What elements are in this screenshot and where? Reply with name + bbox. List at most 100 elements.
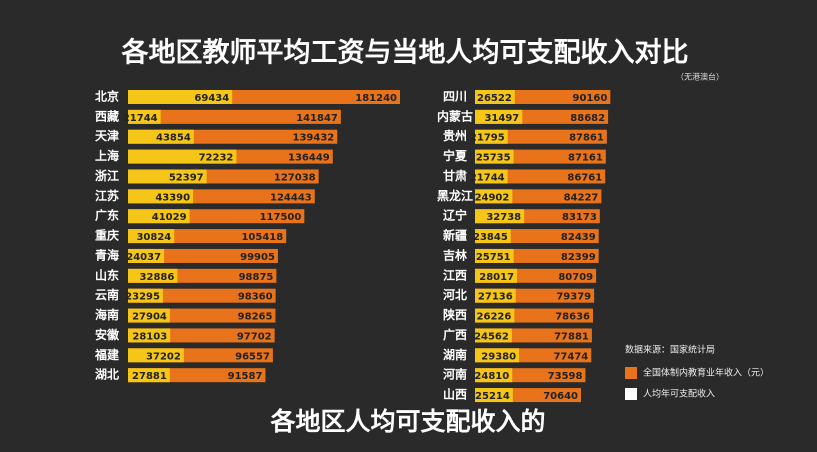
value-label: 25751 <box>476 252 511 263</box>
value-label: 82439 <box>561 232 596 243</box>
bar <box>128 368 170 383</box>
value-label: 43854 <box>156 133 191 144</box>
value-label: 87861 <box>569 133 604 144</box>
category-label: 西藏 <box>95 108 119 123</box>
value-label: 24037 <box>126 252 161 263</box>
bar <box>128 328 171 343</box>
category-label: 贵州 <box>443 128 467 143</box>
bar <box>475 109 523 124</box>
bar <box>475 248 514 263</box>
value-label: 52397 <box>169 172 204 183</box>
category-label: 辽宁 <box>443 208 467 223</box>
bar <box>475 388 513 403</box>
bar <box>128 248 278 263</box>
value-label: 21795 <box>470 133 505 144</box>
value-label: 21744 <box>470 172 505 183</box>
category-label: 天津 <box>95 128 119 143</box>
value-label: 28017 <box>479 272 514 283</box>
category-label: 广西 <box>443 327 467 342</box>
value-label: 98265 <box>238 312 273 323</box>
value-label: 117500 <box>260 212 302 223</box>
value-label: 79379 <box>556 292 591 303</box>
value-label: 90160 <box>573 93 608 104</box>
value-label: 31497 <box>484 113 519 124</box>
value-label: 27904 <box>132 312 167 323</box>
value-label: 80709 <box>558 272 593 283</box>
value-label: 83173 <box>562 212 597 223</box>
category-label: 安徽 <box>95 327 120 342</box>
category-label: 河南 <box>442 367 467 382</box>
category-label: 云南 <box>95 287 119 302</box>
bar <box>475 368 513 383</box>
bar <box>475 288 516 303</box>
value-label: 30824 <box>136 232 171 243</box>
legend-label: 人均年可支配收入 <box>643 388 715 400</box>
value-label: 77881 <box>554 331 589 342</box>
bar <box>128 90 233 104</box>
bar <box>128 109 161 124</box>
value-label: 136449 <box>288 153 330 164</box>
bar <box>128 169 207 184</box>
value-label: 91587 <box>228 371 263 382</box>
category-label: 北京 <box>95 89 119 104</box>
value-label: 98360 <box>238 292 273 303</box>
value-label: 99905 <box>240 252 275 263</box>
bar <box>128 109 341 124</box>
source: 数据来源：国家统计局 <box>625 344 715 356</box>
category-label: 宁夏 <box>443 148 468 163</box>
category-label: 湖北 <box>95 367 119 382</box>
value-label: 23295 <box>125 292 160 303</box>
value-label: 84227 <box>564 192 599 203</box>
value-label: 72232 <box>199 153 234 164</box>
bar <box>128 149 237 164</box>
category-label: 山西 <box>443 387 467 402</box>
bar <box>475 348 520 363</box>
category-label: 湖南 <box>443 347 467 362</box>
value-label: 41029 <box>152 212 187 223</box>
value-label: 98875 <box>239 272 274 283</box>
bar <box>128 129 194 144</box>
category-label: 河北 <box>442 287 467 302</box>
caption: 各地区人均可支配收入的 <box>269 407 545 436</box>
bar <box>128 288 163 303</box>
value-label: 26226 <box>477 312 512 323</box>
value-label: 28103 <box>132 331 167 342</box>
bar <box>128 229 175 244</box>
category-label: 山东 <box>95 267 119 282</box>
value-label: 37202 <box>146 351 181 362</box>
bar <box>475 189 513 204</box>
category-label: 广东 <box>95 208 119 223</box>
category-label: 四川 <box>443 90 467 104</box>
category-label: 重庆 <box>95 228 119 243</box>
bar <box>475 129 508 144</box>
value-label: 78636 <box>555 312 590 323</box>
value-label: 32886 <box>140 272 175 283</box>
bar <box>475 308 515 323</box>
value-label: 124443 <box>270 192 312 203</box>
bar <box>475 129 607 144</box>
value-label: 82399 <box>561 252 596 263</box>
value-label: 32738 <box>486 212 521 223</box>
bar <box>128 189 194 204</box>
category-label: 吉林 <box>443 247 467 262</box>
category-label: 浙江 <box>95 168 119 183</box>
value-label: 27136 <box>478 292 513 303</box>
value-label: 69434 <box>194 93 229 104</box>
value-label: 139432 <box>293 133 335 144</box>
bar <box>475 268 518 283</box>
value-label: 24562 <box>474 331 509 342</box>
value-label: 87161 <box>568 153 603 164</box>
category-label: 江苏 <box>95 188 119 203</box>
value-label: 25214 <box>475 391 510 402</box>
value-label: 25735 <box>476 153 511 164</box>
category-label: 海南 <box>95 307 119 322</box>
chart-title: 各地区教师平均工资与当地人均可支配收入对比 <box>121 37 689 69</box>
value-label: 127038 <box>274 172 316 183</box>
value-label: 24902 <box>475 192 510 203</box>
bar <box>128 288 276 303</box>
value-label: 43390 <box>155 192 190 203</box>
value-label: 105418 <box>241 232 283 243</box>
bar <box>475 149 514 164</box>
category-label: 陕西 <box>443 307 467 322</box>
